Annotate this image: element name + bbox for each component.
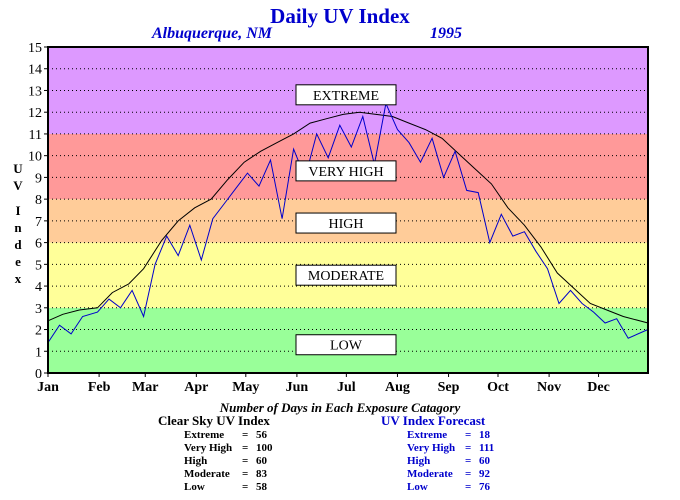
y-axis-letter: V [13, 178, 23, 193]
plot-frame [47, 46, 649, 374]
x-tick-label: Oct [487, 380, 509, 395]
x-tick-label: Aug [385, 380, 410, 395]
forecast-row: Moderate = 92 [407, 468, 509, 481]
category-count: 18 [479, 429, 490, 441]
counts-title: Number of Days in Each Exposure Catagory [219, 400, 461, 415]
category-count: 60 [479, 455, 490, 467]
x-tick-label: Jul [337, 380, 356, 395]
category-count: 100 [256, 442, 273, 454]
band-label: HIGH [329, 217, 364, 232]
category-count: 83 [256, 468, 267, 480]
band-label-box [295, 84, 397, 106]
category-label: Extreme [184, 429, 225, 441]
x-tick-label: Sep [438, 380, 460, 395]
clear-sky-row: High = 60 [184, 455, 286, 468]
y-tick-label: 1 [35, 345, 42, 360]
clear-sky-row: Very High = 100 [184, 442, 286, 455]
y-tick-label: 8 [35, 193, 42, 208]
clear-sky-row: Low = 58 [184, 481, 286, 494]
y-tick-label: 11 [29, 128, 42, 143]
forecast-panel: UV Index Forecast Extreme = 18 Very High = 1… [381, 414, 509, 494]
forecast-row: Extreme = 18 [407, 429, 509, 442]
category-label: Low [407, 481, 428, 493]
y-tick-label: 9 [35, 171, 42, 186]
y-tick-label: 13 [28, 84, 42, 99]
band-labels: EXTREME VERY HIGH HIGH MODERATE LOW [295, 84, 397, 356]
grid-lines [48, 68, 648, 352]
category-label: Moderate [407, 468, 453, 480]
clear-sky-row: Extreme = 56 [184, 429, 286, 442]
category-count: 92 [479, 468, 490, 480]
band-label-box [295, 212, 397, 234]
y-axis-spacer [10, 194, 26, 202]
forecast-row: Low = 76 [407, 481, 509, 494]
clear-sky-line [47, 111, 649, 324]
category-count: 56 [256, 429, 267, 441]
y-tick-label: 5 [35, 258, 42, 273]
category-label: Moderate [184, 468, 230, 480]
series-lines [47, 101, 649, 343]
band-label-box [295, 160, 397, 182]
x-axis-ticks: Jan Feb Mar Apr May Jun Jul Aug Sep Oct Nov Dec [37, 373, 610, 395]
y-axis-letter: e [15, 254, 21, 269]
category-count: 111 [479, 442, 495, 454]
clear-sky-title: Clear Sky UV Index [158, 413, 270, 428]
band-label: VERY HIGH [308, 165, 383, 180]
chart-title: Daily UV Index [270, 4, 410, 28]
y-tick-label: 12 [28, 106, 42, 121]
y-tick-label: 4 [35, 280, 42, 295]
band-label-box [295, 334, 397, 356]
x-tick-label: Nov [537, 380, 561, 395]
forecast-line [47, 101, 649, 343]
category-count: 58 [256, 481, 267, 493]
x-tick-label: Jun [286, 380, 309, 395]
band-label: LOW [330, 339, 363, 354]
forecast-row: High = 60 [407, 455, 509, 468]
category-label: Very High [407, 442, 456, 454]
band-label: EXTREME [313, 89, 379, 104]
x-tick-label: Feb [88, 380, 111, 395]
y-tick-label: 3 [35, 302, 42, 317]
category-label: Very High [184, 442, 233, 454]
forecast-row: Very High = 111 [407, 442, 509, 455]
year-label: 1995 [430, 25, 462, 42]
y-tick-label: 6 [35, 237, 42, 252]
x-tick-label: Mar [132, 380, 158, 395]
x-tick-label: May [232, 380, 259, 395]
y-tick-label: 14 [28, 63, 42, 78]
location-label: Albuquerque, NM [152, 25, 273, 42]
y-tick-label: 15 [28, 41, 42, 56]
x-tick-label: Dec [587, 380, 610, 395]
y-axis-label: U V I n d e x [10, 160, 26, 287]
forecast-title: UV Index Forecast [381, 413, 486, 428]
y-tick-label: 7 [35, 215, 42, 230]
y-axis-letter: n [14, 220, 22, 235]
y-axis-letter: x [14, 271, 22, 286]
category-label: High [407, 455, 431, 467]
y-tick-label: 0 [35, 367, 42, 382]
y-tick-label: 2 [35, 324, 42, 339]
clear-sky-row: Moderate = 83 [184, 468, 286, 481]
category-label: High [184, 455, 208, 467]
band-label: MODERATE [308, 269, 384, 284]
y-tick-label: 10 [28, 150, 42, 165]
category-label: Extreme [407, 429, 448, 441]
clear-sky-panel: Clear Sky UV Index Extreme = 56 Very High =… [158, 414, 286, 494]
category-count: 60 [256, 455, 267, 467]
y-axis-letter: I [15, 203, 21, 218]
category-label: Low [184, 481, 205, 493]
y-axis-letter: U [13, 161, 23, 176]
category-count: 76 [479, 481, 490, 493]
y-axis-letter: d [14, 237, 22, 252]
x-tick-label: Apr [184, 380, 208, 395]
x-tick-label: Jan [37, 380, 59, 395]
band-label-box [295, 264, 397, 286]
